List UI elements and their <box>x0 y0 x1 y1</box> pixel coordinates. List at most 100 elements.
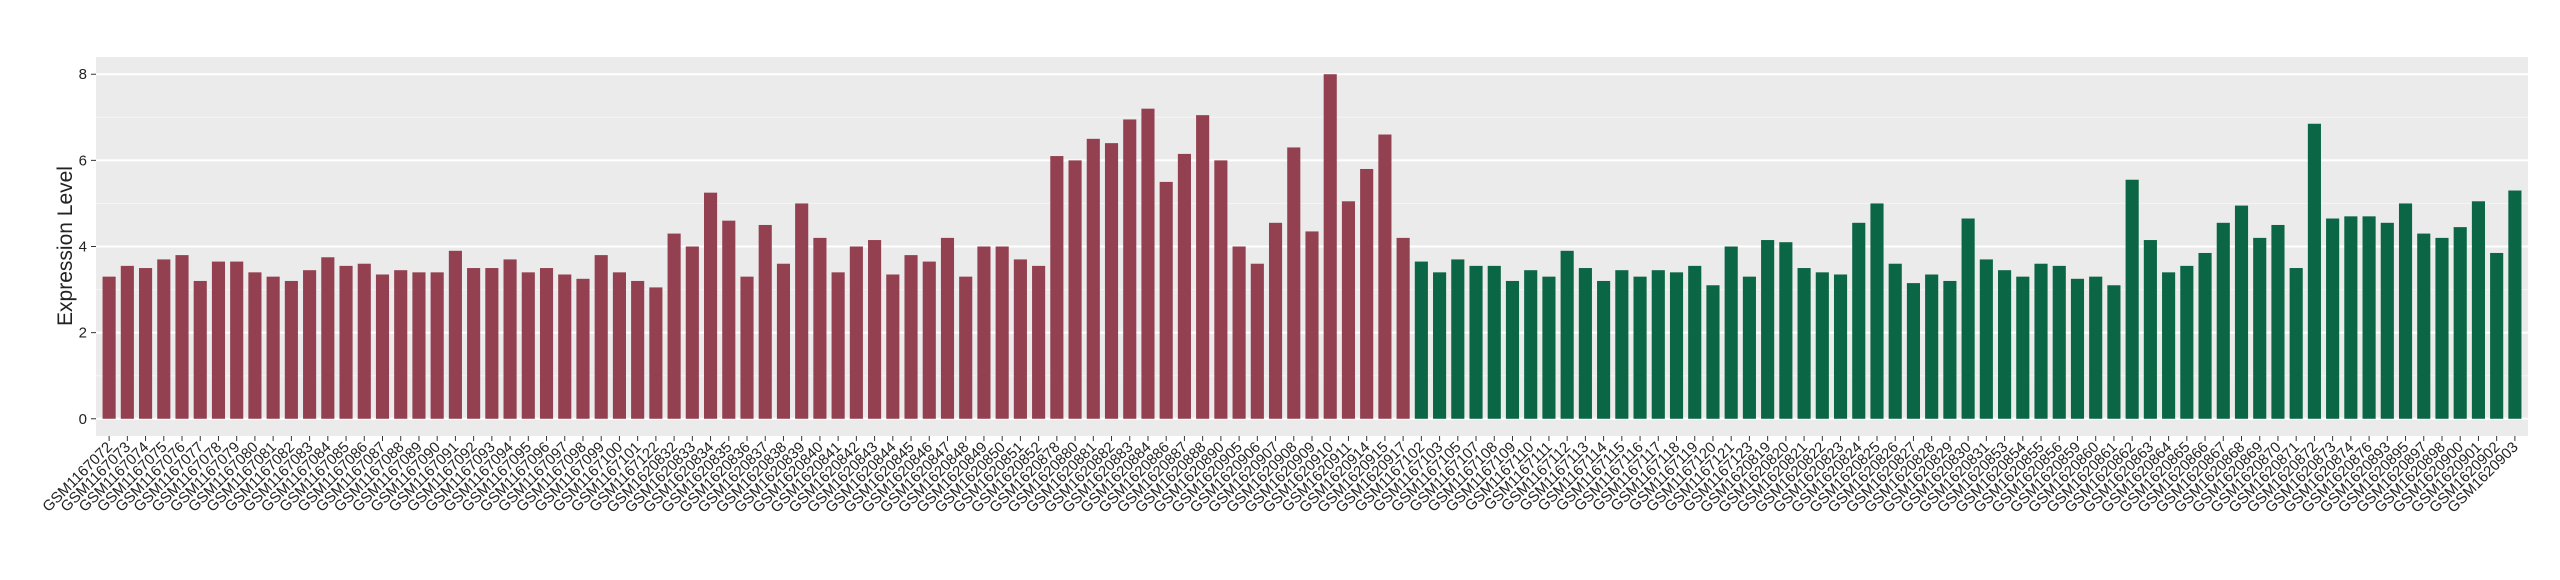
bar <box>2034 263 2048 419</box>
bar <box>1323 74 1337 419</box>
bar <box>813 237 827 419</box>
bar <box>1487 265 1501 419</box>
bar <box>1524 270 1538 419</box>
bar <box>1906 283 1921 419</box>
bar <box>776 263 791 419</box>
bar <box>703 192 718 419</box>
bar <box>1724 246 1738 419</box>
bar <box>649 287 663 419</box>
bar <box>2234 205 2249 419</box>
bar <box>576 278 590 419</box>
bar <box>1104 143 1119 419</box>
bar <box>321 257 335 419</box>
bar <box>303 270 317 419</box>
bar <box>2143 240 2157 419</box>
bar <box>1123 119 1137 419</box>
bar <box>1378 134 1392 419</box>
bar <box>375 274 390 419</box>
bar <box>2380 222 2394 419</box>
bar <box>102 276 116 419</box>
y-tick-label: 2 <box>79 325 87 342</box>
bar <box>1779 242 1793 419</box>
bar <box>1305 231 1319 419</box>
y-tick-label: 8 <box>79 66 87 83</box>
bar <box>2344 216 2358 419</box>
bar <box>230 261 244 419</box>
bar <box>1250 263 1264 419</box>
bar <box>2289 268 2303 419</box>
bar <box>1396 237 1410 419</box>
bar <box>1360 168 1374 419</box>
bar <box>1433 272 1447 419</box>
bar <box>430 272 444 419</box>
bar <box>2471 201 2485 419</box>
y-tick-label: 0 <box>79 411 87 428</box>
bar <box>1542 276 1556 419</box>
bar <box>1560 250 1574 419</box>
bar <box>2271 224 2285 419</box>
bar <box>922 261 936 419</box>
bar <box>1232 246 1246 419</box>
bar <box>1815 272 1829 419</box>
bar <box>2089 276 2103 419</box>
bar <box>1287 147 1301 419</box>
bar <box>558 274 572 419</box>
bar <box>2508 190 2522 419</box>
bar <box>1742 276 1756 419</box>
bar <box>284 280 298 419</box>
bar <box>2162 272 2176 419</box>
bar <box>248 272 262 419</box>
bar <box>193 280 207 419</box>
y-tick-label: 6 <box>79 152 87 169</box>
bar <box>2052 265 2066 419</box>
bar <box>2070 278 2085 419</box>
bar <box>1870 203 1884 419</box>
bar <box>357 263 371 419</box>
bar <box>940 237 955 419</box>
bar <box>1943 280 1957 419</box>
bar <box>612 272 626 419</box>
bar <box>1669 272 1684 419</box>
bar <box>521 272 535 419</box>
bar <box>1833 274 1848 419</box>
bar <box>1032 265 1046 419</box>
bar <box>448 250 462 419</box>
bar <box>211 261 226 419</box>
bar <box>157 259 171 419</box>
bar <box>740 276 754 419</box>
bar <box>1797 268 1811 419</box>
bar <box>2125 179 2139 419</box>
bar <box>1214 160 1228 419</box>
bar <box>1013 259 1027 419</box>
bar <box>1196 115 1210 419</box>
bar <box>722 220 736 419</box>
bar <box>412 272 426 419</box>
bar <box>1086 138 1100 419</box>
bar <box>2326 218 2340 419</box>
bar <box>758 224 772 419</box>
bar <box>1159 181 1173 419</box>
bar <box>1050 156 1064 419</box>
bar <box>1651 270 1665 419</box>
bar <box>904 255 918 419</box>
bar <box>995 246 1009 419</box>
y-tick-label: 4 <box>79 239 87 256</box>
bar <box>2198 252 2212 419</box>
bar <box>485 268 499 419</box>
bar <box>1469 265 1483 419</box>
bar <box>1505 280 1520 419</box>
bar <box>2016 276 2030 419</box>
bar <box>139 268 153 419</box>
bar <box>886 274 900 419</box>
bar <box>1633 276 1647 419</box>
bar <box>1961 218 1975 419</box>
bar <box>1761 240 1775 419</box>
bar <box>1068 160 1082 419</box>
bar <box>266 276 280 419</box>
bar <box>685 246 699 419</box>
bar <box>1888 263 1902 419</box>
bar <box>795 203 809 419</box>
bar <box>977 246 991 419</box>
bar <box>2398 203 2413 419</box>
bar <box>1979 259 1993 419</box>
